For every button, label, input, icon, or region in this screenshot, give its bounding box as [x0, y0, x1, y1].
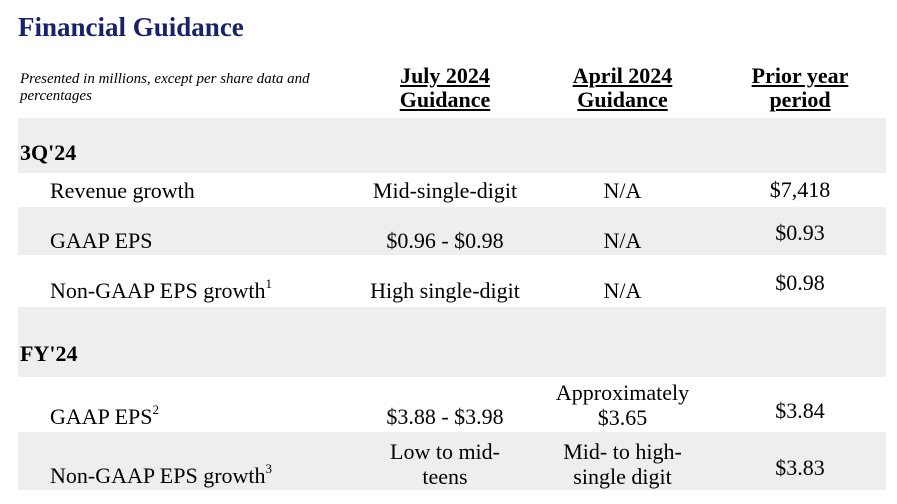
cell-nongaap-eps-growth-fy-july-line2: teens [422, 464, 468, 489]
cell-nongaap-eps-growth-fy-april: Mid- to high- single digit [530, 439, 715, 489]
cell-gaap-eps-3q-july: $0.96 - $0.98 [386, 228, 504, 253]
row-label-gaap-eps-3q: GAAP EPS [50, 228, 153, 253]
cell-gaap-eps-fy-april-line2: $3.65 [597, 405, 648, 430]
column-header-april-line1: April 2024 [572, 63, 673, 88]
cell-nongaap-eps-growth-fy-april-line1: Mid- to high- [563, 439, 682, 464]
row-label-revenue-growth: Revenue growth [50, 178, 195, 203]
band-fy-nongaap [18, 432, 886, 490]
row-label-nongaap-eps-growth-3q: Non-GAAP EPS growth1 [50, 276, 273, 304]
footnote-marker-2: 2 [152, 402, 160, 417]
units-note: Presented in millions, except per share … [20, 71, 310, 104]
page-title: Financial Guidance [18, 12, 244, 42]
cell-gaap-eps-3q-prior: $0.93 [775, 220, 825, 245]
row-label-nongaap-eps-growth-3q-text: Non-GAAP EPS growth [50, 278, 266, 303]
cell-gaap-eps-fy-july: $3.88 - $3.98 [386, 404, 504, 429]
column-header-july: July 2024 Guidance [340, 64, 550, 112]
cell-revenue-growth-april: N/A [603, 178, 642, 203]
cell-nongaap-eps-growth-fy-july: Low to mid- teens [340, 439, 550, 489]
section-label-3q: 3Q'24 [20, 140, 77, 165]
band-fy-header [18, 307, 886, 377]
cell-revenue-growth-july: Mid-single-digit [372, 178, 518, 203]
band-3q-header [18, 118, 886, 173]
section-label-fy: FY'24 [20, 341, 78, 366]
cell-gaap-eps-fy-prior: $3.84 [775, 398, 825, 423]
band-3q-gaap [18, 207, 886, 255]
cell-nongaap-eps-growth-fy-prior: $3.83 [775, 455, 825, 480]
cell-revenue-growth-prior: $7,418 [769, 177, 831, 202]
column-header-july-line1: July 2024 [400, 63, 490, 88]
cell-nongaap-eps-growth-3q-july: High single-digit [370, 278, 520, 303]
row-label-gaap-eps-fy: GAAP EPS2 [50, 402, 160, 430]
column-header-april: April 2024 Guidance [530, 64, 715, 112]
footnote-marker-3: 3 [265, 461, 273, 476]
column-header-prior-line1: Prior year [751, 63, 849, 88]
column-header-prior: Prior year period [710, 64, 890, 112]
column-header-prior-line2: period [769, 87, 831, 112]
cell-nongaap-eps-growth-fy-july-line1: Low to mid- [390, 439, 500, 464]
row-label-nongaap-eps-growth-fy: Non-GAAP EPS growth3 [50, 461, 273, 489]
row-label-nongaap-eps-growth-fy-text: Non-GAAP EPS growth [50, 463, 266, 488]
column-header-april-line2: Guidance [577, 87, 668, 112]
cell-nongaap-eps-growth-fy-april-line2: single digit [573, 464, 672, 489]
cell-nongaap-eps-growth-3q-prior: $0.98 [775, 270, 825, 295]
cell-gaap-eps-fy-april: Approximately $3.65 [530, 380, 715, 430]
cell-nongaap-eps-growth-3q-april: N/A [603, 278, 642, 303]
cell-gaap-eps-3q-april: N/A [603, 228, 642, 253]
cell-gaap-eps-fy-april-line1: Approximately [555, 380, 690, 405]
row-label-gaap-eps-fy-text: GAAP EPS [50, 404, 153, 429]
column-header-july-line2: Guidance [399, 87, 491, 112]
footnote-marker-1: 1 [265, 276, 273, 291]
